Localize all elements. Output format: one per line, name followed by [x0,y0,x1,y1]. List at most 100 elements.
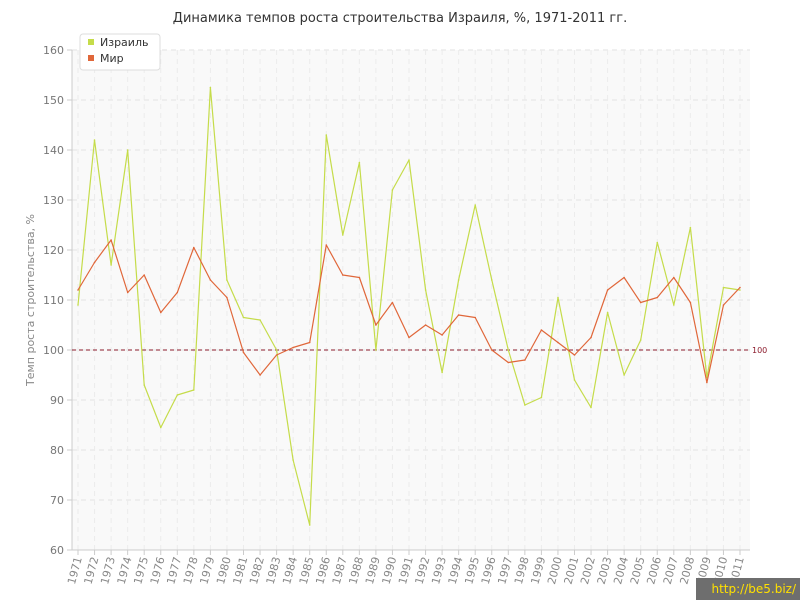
data-point-israel [474,204,477,206]
data-point-israel [275,349,278,351]
data-point-world [673,276,675,279]
data-point-world [656,296,659,299]
data-point-world [93,261,96,264]
data-point-world [143,274,145,276]
data-point-israel [673,304,675,306]
data-point-israel [375,349,377,351]
y-axis-label: Темп роста строительства, % [24,214,37,387]
data-point-israel [292,459,294,461]
y-tick-label: 130 [43,194,64,207]
data-point-israel [126,149,129,151]
legend-label-israel: Израиль [100,36,148,49]
grid [72,49,750,550]
data-point-world [424,324,427,326]
y-tick-label: 160 [43,44,64,57]
data-point-israel [308,524,311,526]
y-tick-label: 110 [43,294,64,307]
data-point-world [391,301,394,304]
data-point-israel [441,371,443,374]
y-tick-labels: 60 70 80 90 100 110 120 130 140 150 160 [43,44,72,557]
data-point-world [408,336,410,339]
data-point-world [540,329,543,331]
data-point-world [226,296,228,299]
y-tick-label: 100 [43,344,64,357]
y-tick-label: 140 [43,144,64,157]
data-point-israel [590,406,592,409]
data-point-israel [209,86,212,89]
data-point-israel [325,134,328,136]
data-point-world [457,314,460,316]
data-point-israel [606,311,609,314]
data-point-israel [573,379,576,381]
data-point-world [325,244,328,246]
reference-line-label: 100 [752,346,767,355]
data-point-israel [639,339,642,341]
data-point-israel [93,139,96,141]
data-point-israel [689,226,692,229]
data-point-world [77,289,79,291]
chart-title: Динамика темпов роста строительства Изра… [173,11,627,26]
data-point-world [358,276,361,279]
data-point-world [590,336,592,339]
data-point-world [110,239,112,241]
y-tick-label: 150 [43,94,64,107]
data-point-israel [391,189,394,191]
data-point-world [275,354,278,356]
data-point-world [441,334,443,336]
data-point-israel [110,264,112,266]
data-point-israel [656,241,659,244]
data-point-world [292,346,294,349]
data-point-world [639,301,642,304]
data-point-israel [226,279,228,281]
data-point-israel [524,404,526,406]
data-point-israel [143,384,145,386]
data-point-world [491,349,493,351]
data-point-world [126,291,129,294]
data-point-israel [358,161,361,164]
data-point-israel [342,234,344,236]
data-point-world [176,291,179,294]
series-group [77,86,741,526]
data-point-world [739,286,741,289]
legend-swatch-world [88,55,94,61]
data-point-world [524,359,526,361]
data-point-world [722,304,725,306]
data-point-world [706,381,708,384]
data-point-israel [722,286,725,289]
data-point-world [342,274,344,276]
data-point-israel [424,289,427,291]
data-point-israel [739,289,741,291]
data-point-israel [193,389,195,391]
y-tick-label: 90 [50,394,64,407]
data-point-world [193,246,195,249]
y-tick-label: 80 [50,444,64,457]
data-point-world [557,341,559,344]
data-point-world [375,324,377,326]
data-point-israel [540,396,543,399]
data-point-world [606,289,609,291]
x-tick-labels: 1971197219731974197519761977197819791980… [65,550,747,586]
data-point-world [573,354,576,356]
data-point-world [689,301,692,304]
legend-box [79,33,161,71]
data-point-israel [408,159,410,161]
data-point-israel [176,394,179,396]
y-tick-label: 120 [43,244,64,257]
data-point-israel [77,304,79,306]
y-tick-label: 60 [50,544,64,557]
data-point-world [259,374,261,376]
data-point-israel [259,319,261,321]
data-point-israel [557,296,559,299]
data-point-world [623,276,625,279]
data-point-world [474,316,477,319]
data-point-world [242,351,245,354]
data-point-israel [507,349,510,351]
data-point-world [160,311,162,314]
data-point-israel [491,279,493,281]
data-point-world [209,279,212,281]
data-point-israel [242,316,245,319]
data-point-israel [160,426,162,429]
data-point-israel [623,374,625,376]
data-point-world [507,361,510,364]
